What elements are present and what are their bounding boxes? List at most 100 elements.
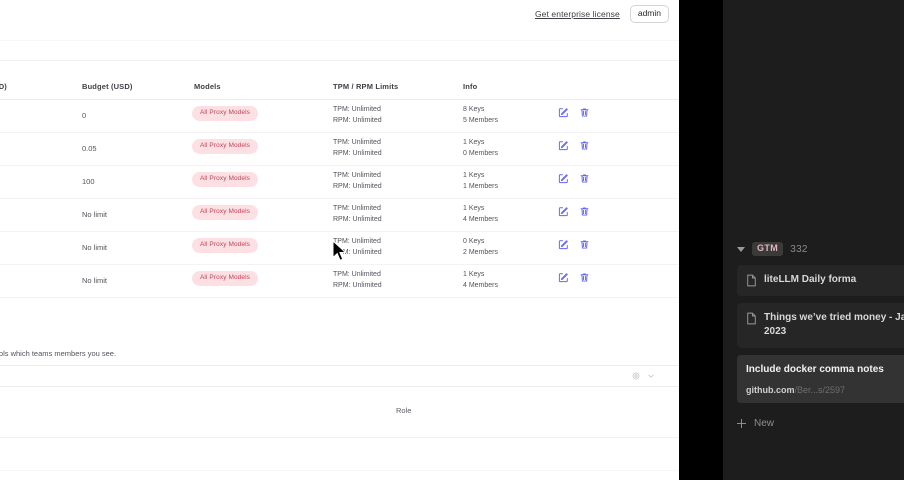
cell-actions	[558, 272, 590, 283]
models-badge: All Proxy Models	[192, 238, 259, 253]
edit-icon[interactable]	[558, 239, 569, 250]
delete-icon[interactable]	[579, 206, 590, 217]
members-count: 5 Members	[463, 116, 499, 124]
members-count: 0 Members	[463, 149, 499, 157]
caret-down-icon[interactable]	[737, 246, 745, 252]
rpm-value: RPM: Unlimited	[333, 182, 382, 190]
note-title: Include docker comma notes	[746, 363, 884, 375]
delete-icon[interactable]	[579, 107, 590, 118]
table-row[interactable]: 0.05 All Proxy Models TPM: Unlimited RPM…	[0, 133, 679, 166]
table-row[interactable]: 25 No limit All Proxy Models TPM: Unlimi…	[0, 199, 679, 232]
group-tag-badge: GTM	[752, 242, 784, 256]
note-card[interactable]: Things we’ve tried money - Jan 2023	[737, 302, 904, 348]
rpm-value: RPM: Unlimited	[333, 248, 382, 256]
cell-budget: No limit	[82, 210, 108, 219]
members-visibility-note: ontrols which teams members you see.	[0, 349, 117, 358]
cell-actions	[558, 140, 590, 151]
note-url[interactable]: github.com/Ber...s/2597	[746, 385, 904, 395]
column-header-info: Info	[463, 82, 478, 91]
cell-budget: No limit	[82, 276, 108, 285]
edit-icon[interactable]	[558, 206, 569, 217]
new-note-label: New	[754, 418, 775, 429]
keys-count: 1 Keys	[463, 205, 485, 212]
cell-limits: TPM: Unlimited RPM: Unlimited	[333, 138, 382, 160]
column-header-tpm-rpm-limits: TPM / RPM Limits	[333, 82, 399, 91]
rpm-value: RPM: Unlimited	[333, 215, 382, 223]
members-count: 1 Members	[463, 182, 499, 190]
delete-icon[interactable]	[579, 272, 590, 283]
models-badge: All Proxy Models	[192, 205, 259, 220]
table-header-row: USD) Budget (USD) Models TPM / RPM Limit…	[0, 78, 679, 100]
note-title: liteLLM Daily forma	[764, 274, 857, 285]
tpm-value: TPM: Unlimited	[333, 271, 381, 278]
column-header-models: Models	[194, 82, 221, 91]
models-badge: All Proxy Models	[192, 271, 259, 286]
cell-models: All Proxy Models	[192, 106, 259, 121]
get-enterprise-license-link[interactable]: Get enterprise license	[534, 9, 620, 19]
cell-models: All Proxy Models	[192, 271, 259, 286]
black-gutter	[679, 0, 723, 480]
table-row[interactable]: 47 0 All Proxy Models TPM: Unlimited RPM…	[0, 100, 679, 133]
delete-icon[interactable]	[579, 140, 590, 151]
litellm-admin-pane: Get enterprise license admin USD) Budget…	[0, 0, 679, 480]
user-menu-admin-chip[interactable]: admin	[629, 5, 669, 23]
cell-budget: No limit	[82, 243, 108, 252]
table-row[interactable]: No limit All Proxy Models TPM: Unlimited…	[0, 232, 679, 265]
note-card[interactable]: liteLLM Daily forma	[737, 265, 904, 296]
table-row[interactable]: No limit All Proxy Models TPM: Unlimited…	[0, 265, 679, 298]
members-count: 4 Members	[463, 215, 499, 223]
delete-icon[interactable]	[579, 173, 590, 184]
keys-count: 8 Keys	[463, 106, 485, 113]
members-bottom-rule	[0, 437, 679, 438]
cell-info: 0 Keys 2 Members	[463, 237, 498, 259]
rpm-value: RPM: Unlimited	[333, 149, 382, 157]
members-toolbar	[0, 365, 679, 387]
gear-icon[interactable]	[632, 372, 640, 380]
edit-icon[interactable]	[558, 107, 569, 118]
app-topbar: Get enterprise license admin	[0, 0, 679, 28]
edit-icon[interactable]	[558, 140, 569, 151]
note-url-domain: github.com	[746, 385, 795, 395]
notes-group-header[interactable]: GTM 332	[723, 240, 904, 258]
tpm-value: TPM: Unlimited	[333, 238, 381, 245]
models-badge: All Proxy Models	[192, 106, 259, 121]
tpm-value: TPM: Unlimited	[333, 106, 381, 113]
cell-budget: 0.05	[82, 144, 97, 153]
notes-group-gtm: GTM 332 liteLLM Daily forma Things we’ve	[723, 240, 904, 403]
cell-info: 8 Keys 5 Members	[463, 105, 498, 127]
group-count: 332	[790, 243, 808, 255]
edit-icon[interactable]	[558, 272, 569, 283]
note-card-active[interactable]: Include docker comma notes github.com/Be…	[737, 354, 904, 403]
notes-sidebar: GTM 332 liteLLM Daily forma Things we’ve	[723, 0, 904, 480]
cell-actions	[558, 173, 590, 184]
cell-budget: 100	[82, 177, 95, 186]
cell-info: 1 Keys 4 Members	[463, 270, 498, 292]
keys-count: 1 Keys	[463, 172, 485, 179]
cell-actions	[558, 107, 590, 118]
plus-icon	[737, 419, 746, 428]
teams-table: USD) Budget (USD) Models TPM / RPM Limit…	[0, 78, 679, 298]
keys-count: 1 Keys	[463, 271, 485, 278]
cell-limits: TPM: Unlimited RPM: Unlimited	[333, 270, 382, 292]
cell-models: All Proxy Models	[192, 238, 259, 253]
new-note-button[interactable]: New	[737, 418, 774, 429]
topbar-divider	[0, 60, 679, 61]
faint-rule-b	[0, 470, 679, 471]
table-row[interactable]: 9 100 All Proxy Models TPM: Unlimited RP…	[0, 166, 679, 199]
cell-info: 1 Keys 0 Members	[463, 138, 498, 160]
models-badge: All Proxy Models	[192, 139, 259, 154]
tpm-value: TPM: Unlimited	[333, 139, 381, 146]
cell-info: 1 Keys 4 Members	[463, 204, 498, 226]
cell-info: 1 Keys 1 Members	[463, 171, 498, 193]
faint-rule-a	[0, 40, 679, 41]
chevron-down-icon[interactable]	[647, 372, 655, 380]
edit-icon[interactable]	[558, 173, 569, 184]
models-badge: All Proxy Models	[192, 172, 259, 187]
cell-limits: TPM: Unlimited RPM: Unlimited	[333, 204, 382, 226]
note-url-path: /Ber...s/2597	[794, 385, 846, 395]
cell-actions	[558, 206, 590, 217]
document-icon	[746, 312, 757, 325]
rpm-value: RPM: Unlimited	[333, 281, 382, 289]
delete-icon[interactable]	[579, 239, 590, 250]
